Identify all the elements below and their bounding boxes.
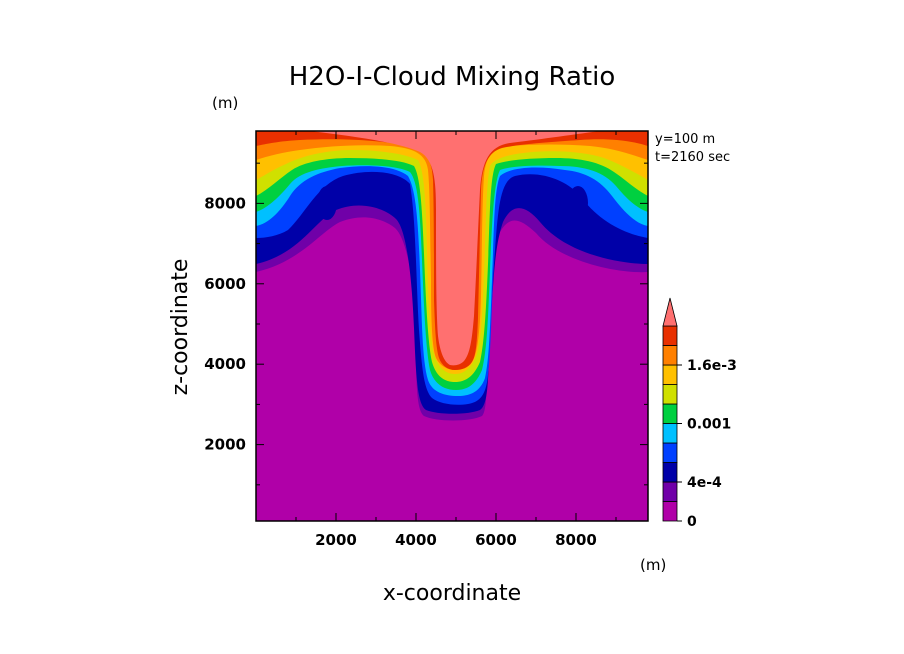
x-tick-label: 2000 <box>315 531 357 549</box>
y-tick-label: 8000 <box>204 194 246 212</box>
y-axis: 2000 4000 6000 8000 <box>204 162 648 486</box>
y-axis-title: z-coordinate <box>168 259 193 396</box>
colorbar-segment <box>662 384 678 405</box>
annotation-time: t=2160 sec <box>655 150 730 165</box>
colorbar-extension <box>662 297 678 327</box>
colorbar-label: 0 <box>687 514 697 530</box>
chart-title: H2O-I-Cloud Mixing Ratio <box>289 62 616 92</box>
y-tick-label: 4000 <box>204 355 246 373</box>
x-axis: 2000 4000 6000 8000 <box>295 131 617 549</box>
x-tick-label: 6000 <box>475 531 517 549</box>
y-tick-label: 2000 <box>204 436 246 454</box>
y-tick-label: 6000 <box>204 275 246 293</box>
colorbar-segment <box>662 364 678 385</box>
x-axis-title: x-coordinate <box>383 581 521 606</box>
x-tick-label: 4000 <box>395 531 437 549</box>
colorbar-segment <box>662 423 678 444</box>
colorbar-segment <box>662 403 678 424</box>
contour-band-10 <box>310 131 600 366</box>
y-unit-label: (m) <box>212 94 238 112</box>
colorbar-label: 4e-4 <box>687 475 722 491</box>
x-unit-label: (m) <box>640 556 666 574</box>
colorbar-segment <box>662 481 678 502</box>
colorbar-segment <box>662 325 678 346</box>
x-tick-label: 8000 <box>555 531 597 549</box>
colorbar-segment <box>662 442 678 463</box>
plot-frame <box>255 130 649 522</box>
annotation-y-slice: y=100 m <box>655 132 715 147</box>
contour-pocket-right <box>568 186 588 220</box>
colorbar-segment <box>662 345 678 366</box>
colorbar-segment <box>662 462 678 483</box>
colorbar-segment <box>662 501 678 522</box>
colorbar-label: 1.6e-3 <box>687 358 737 374</box>
colorbar-label: 0.001 <box>687 417 731 433</box>
contour-field <box>256 131 648 521</box>
colorbar: 0 4e-4 0.001 1.6e-3 <box>662 297 737 530</box>
contour-pocket-left <box>317 186 337 220</box>
